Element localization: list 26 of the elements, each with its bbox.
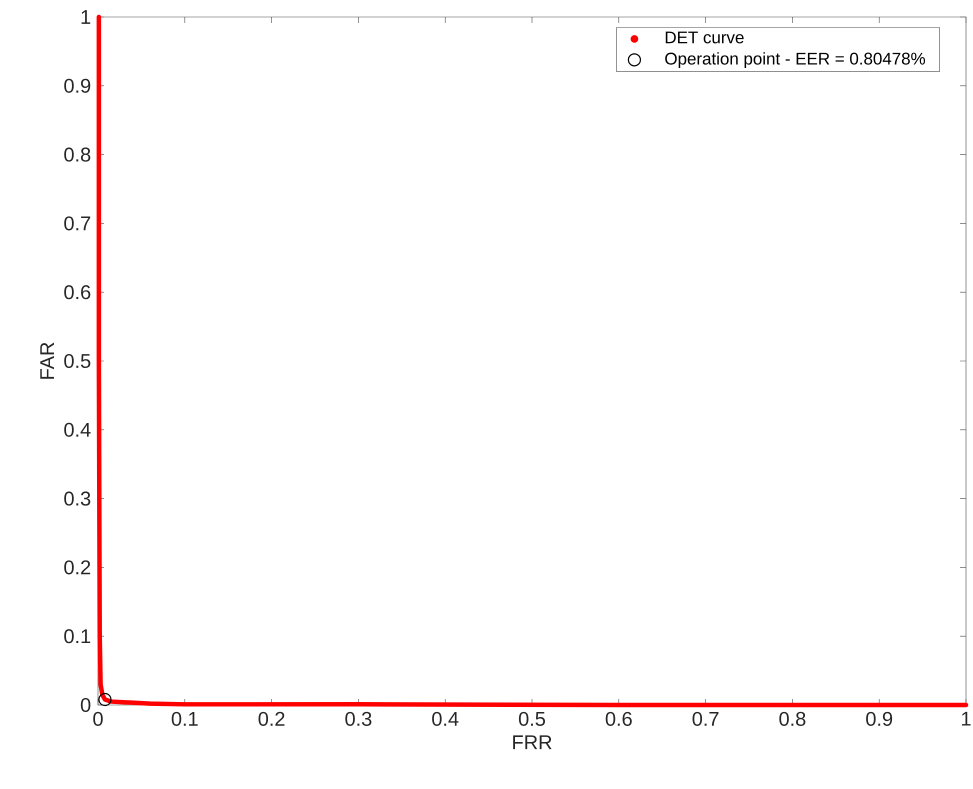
x-tick-label: 0.2	[258, 712, 284, 726]
legend-label: DET curve	[666, 32, 744, 44]
y-tick-label: 0.7	[64, 216, 90, 230]
x-tick-label: 1	[962, 712, 971, 726]
y-tick-label: 1	[82, 10, 90, 24]
y-tick-label: 0.4	[64, 422, 91, 437]
y-tick-label: 0.9	[64, 78, 90, 93]
y-tick-label: 0.2	[64, 560, 90, 574]
y-tick-label: 0	[80, 698, 90, 712]
x-tick-label: 0.3	[345, 712, 372, 726]
x-tick-label: 0.1	[172, 712, 198, 726]
y-tick-label: 0.5	[64, 354, 90, 368]
x-tick-label: 0.6	[606, 712, 632, 726]
legend-label: Operation point - EER = 0.80478%	[665, 52, 926, 68]
x-tick-label: 0.8	[779, 712, 806, 726]
x-axis-title: FRR	[513, 735, 552, 750]
y-tick-label: 0.1	[64, 629, 90, 644]
x-tick-label: 0.9	[866, 712, 892, 726]
x-tick-label: 0.5	[518, 712, 546, 726]
x-tick-label: 0.4	[432, 712, 458, 726]
y-axis-title: FAR	[40, 342, 54, 379]
y-tick-label: 0.3	[64, 492, 90, 506]
y-tick-label: 0.8	[64, 148, 90, 162]
x-tick-label: 0.7	[692, 712, 718, 726]
x-tick-label: 0	[93, 712, 103, 726]
y-tick-label: 0.6	[64, 285, 90, 300]
